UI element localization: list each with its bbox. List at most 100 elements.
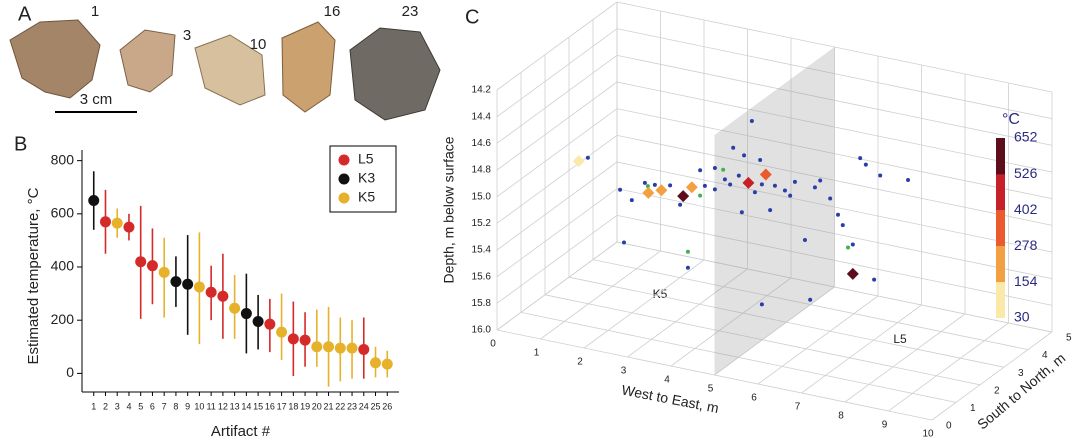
panel-label: C	[465, 6, 479, 28]
x-tick-label: 6	[150, 401, 155, 411]
data-point	[217, 290, 229, 302]
y-tick-label: 600	[51, 205, 75, 221]
x-tick-label: 13	[230, 401, 240, 411]
z-tick-label: 14.6	[472, 138, 492, 149]
data-point	[358, 343, 370, 355]
grid-line	[616, 241, 1053, 333]
x-axis-label: Artifact #	[211, 423, 271, 440]
x-tick-label: 24	[359, 401, 369, 411]
x-tick-label: 8	[838, 411, 844, 422]
data-point	[685, 265, 690, 270]
artifact-photo	[281, 21, 336, 113]
data-point	[621, 240, 626, 245]
grid-line	[496, 215, 618, 304]
grid-line	[496, 188, 618, 277]
x-tick-label: 12	[218, 401, 228, 411]
x-tick-label: 6	[751, 393, 757, 404]
artifact-photo	[349, 27, 441, 121]
x-tick-label: 16	[265, 401, 275, 411]
z-tick-label: 15.6	[472, 271, 492, 282]
grid-line	[496, 28, 618, 117]
x-tick-label: 18	[288, 401, 298, 411]
x-tick-label: 15	[253, 401, 263, 411]
grid-line	[496, 135, 618, 224]
data-point	[370, 357, 382, 369]
z-tick-label: 14.4	[472, 111, 492, 122]
diamond-marker	[759, 168, 772, 181]
diamond-marker	[685, 181, 698, 194]
diamond-marker	[572, 155, 585, 168]
x-tick-label: 2	[103, 401, 108, 411]
region-label: L5	[893, 332, 907, 346]
grid-line	[496, 81, 618, 171]
diamond-marker	[655, 184, 668, 197]
data-point	[802, 237, 807, 242]
data-point	[759, 182, 764, 187]
colorbar-band	[996, 174, 1005, 211]
x-tick-label: 3	[621, 366, 627, 377]
z-tick-label: 15.0	[472, 191, 492, 202]
x-tick-label: 5	[708, 384, 714, 395]
y-tick-label: 5	[1066, 333, 1072, 344]
z-tick-label: 16.0	[472, 325, 492, 336]
data-point	[788, 193, 793, 198]
data-point	[721, 167, 726, 172]
data-point	[678, 202, 683, 207]
x-tick-label: 20	[312, 401, 322, 411]
data-point	[828, 196, 833, 201]
data-point	[685, 249, 690, 254]
y-tick-label: 800	[51, 151, 75, 167]
data-point	[276, 326, 288, 338]
diamond-marker	[642, 186, 655, 199]
grid-line	[496, 161, 618, 251]
x-axis-label: West to East, m	[620, 381, 720, 416]
grid-line	[616, 54, 1053, 146]
artifact-label: 23	[402, 3, 419, 20]
x-tick-label: 10	[922, 429, 934, 440]
y-tick-label: 200	[51, 311, 75, 327]
data-point	[642, 180, 647, 185]
grid-line	[757, 295, 879, 385]
x-tick-label: 25	[371, 401, 381, 411]
y-tick-label: 2	[994, 385, 1000, 396]
z-axis-label: Depth, m below surface	[441, 136, 457, 283]
data-point	[731, 145, 736, 150]
y-axis-label: Estimated temperature, °C	[25, 187, 42, 364]
grid-line	[844, 313, 966, 403]
data-point	[752, 190, 757, 195]
data-point	[299, 334, 311, 346]
data-point	[652, 182, 657, 187]
panel-label: A	[18, 3, 32, 25]
y-tick-label: 3	[1018, 368, 1024, 379]
x-tick-label: 10	[194, 401, 204, 411]
data-point	[772, 183, 777, 188]
x-tick-label: 4	[126, 401, 131, 411]
grid-line	[568, 276, 1005, 368]
data-point	[808, 297, 813, 302]
grid-line	[540, 250, 661, 340]
x-tick-label: 9	[882, 420, 888, 431]
x-tick-label: 9	[185, 401, 190, 411]
data-point	[850, 242, 855, 247]
region-label: K5	[653, 287, 668, 301]
x-tick-label: 7	[162, 401, 167, 411]
grid-line	[888, 322, 1009, 412]
data-point	[135, 256, 147, 268]
section-plane	[714, 47, 835, 375]
colorbar-tick-label: 526	[1014, 165, 1038, 181]
artifact-label: 3	[183, 27, 191, 44]
data-point	[728, 182, 733, 187]
data-point	[668, 183, 673, 188]
data-point	[782, 188, 787, 193]
data-point	[585, 155, 590, 160]
data-point	[158, 266, 170, 278]
data-point	[123, 221, 135, 233]
data-point	[698, 193, 703, 198]
colorbar-tick-label: 652	[1014, 129, 1038, 145]
data-point	[170, 276, 182, 288]
data-point	[618, 187, 623, 192]
colorbar-band	[996, 282, 1005, 318]
artifact-label: 1	[91, 3, 99, 20]
data-point	[872, 277, 877, 282]
data-point	[252, 316, 264, 328]
